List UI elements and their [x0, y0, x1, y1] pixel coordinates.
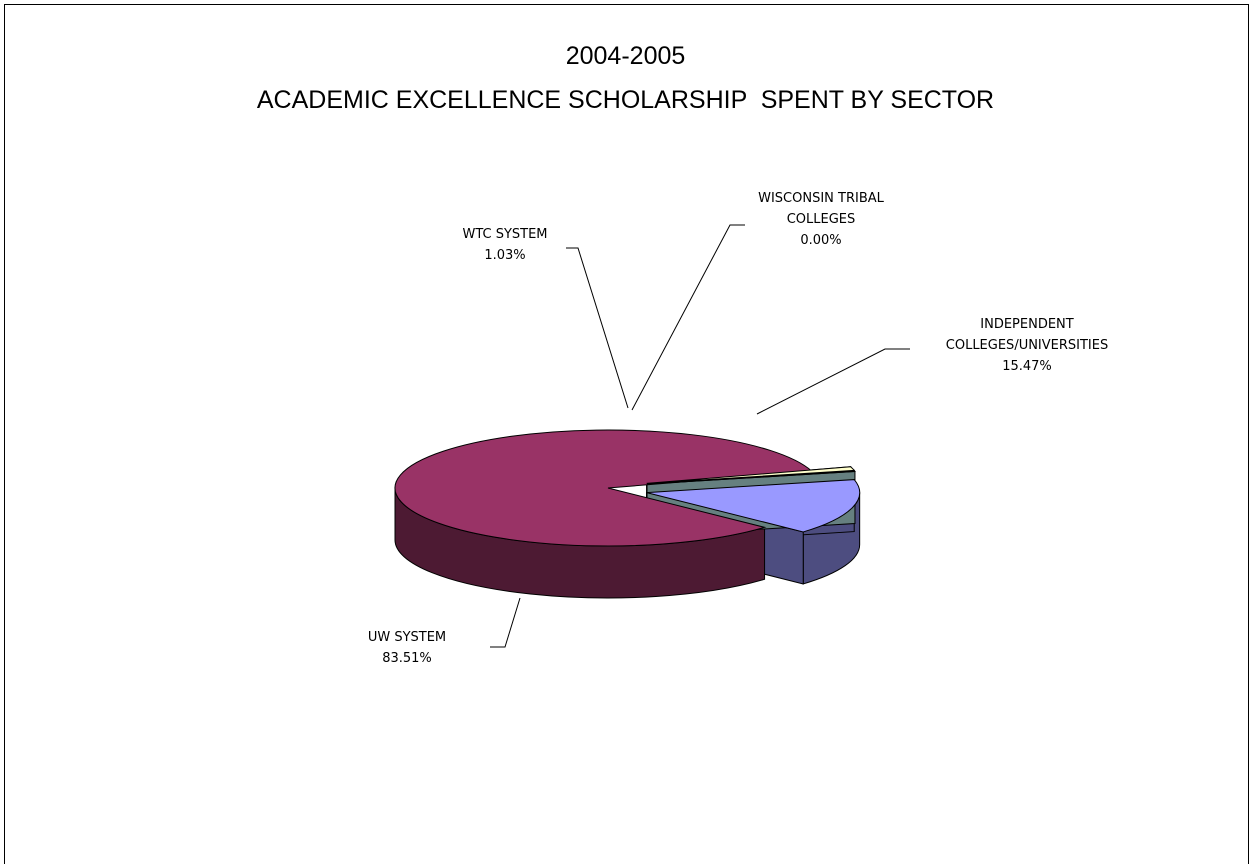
chart-title: 2004-2005 [565, 42, 686, 70]
pie-slice-wisconsin-tribal-colleges [646, 470, 856, 485]
data-label-independent-colleges-universities: INDEPENDENT [980, 317, 1074, 332]
data-label-pct-wtc-system: 1.03% [484, 248, 525, 263]
data-label-uw-system: UW SYSTEM [368, 630, 446, 645]
pie-slice-uw-system [394, 429, 814, 547]
data-label-wisconsin-tribal-colleges: COLLEGES [787, 212, 856, 227]
data-label-pct-independent-colleges-universities: 15.47% [1002, 359, 1052, 374]
leader-line-uw-system [490, 597, 521, 648]
leader-line-wisconsin-tribal-colleges [631, 224, 745, 411]
pie-slice-independent-colleges-universities [646, 479, 861, 533]
leader-line-wtc-system [566, 247, 629, 409]
data-label-independent-colleges-universities: COLLEGES/UNIVERSITIES [946, 338, 1108, 353]
data-label-pct-wisconsin-tribal-colleges: 0.00% [800, 233, 841, 248]
data-label-wisconsin-tribal-colleges: WISCONSIN TRIBAL [758, 191, 885, 206]
leader-line-independent-colleges-universities [756, 348, 910, 415]
data-label-wtc-system: WTC SYSTEM [462, 227, 547, 242]
pie-tops [394, 429, 861, 547]
chart-subtitle: ACADEMIC EXCELLENCE SCHOLARSHIP SPENT BY… [256, 86, 995, 114]
data-labels: INDEPENDENT COLLEGES/UNIVERSITIES 15.47% UW… [368, 191, 1108, 666]
data-label-pct-uw-system: 83.51% [382, 651, 432, 666]
pie-slice-wtc-system [646, 466, 856, 484]
